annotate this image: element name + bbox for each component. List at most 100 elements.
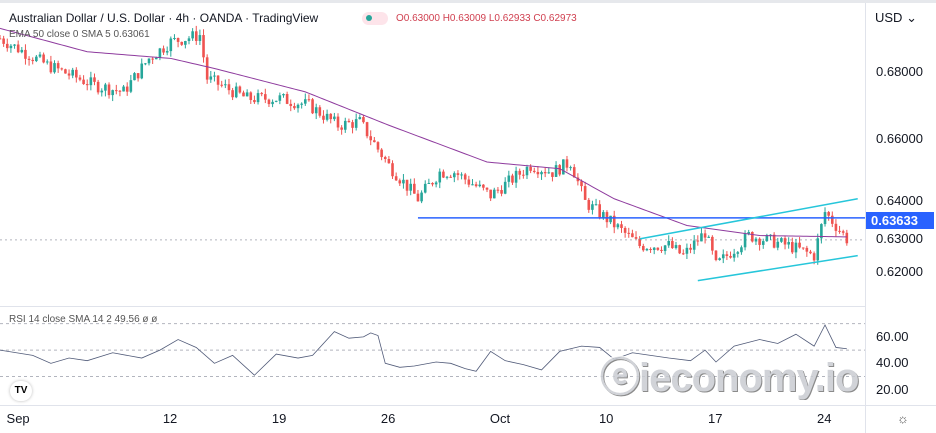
settings-gear-icon[interactable]: ☼ — [897, 411, 909, 426]
candle-body — [333, 116, 336, 120]
candle-body — [576, 177, 580, 182]
candle-body — [783, 238, 787, 245]
candle-body — [623, 227, 627, 233]
candle-body — [71, 69, 74, 76]
candle-body — [492, 189, 496, 199]
candle-body — [274, 100, 278, 102]
candle-body — [387, 159, 391, 164]
candle-body — [394, 176, 398, 181]
candle-body — [830, 215, 834, 224]
candle-body — [96, 81, 100, 93]
candle-body — [5, 43, 9, 49]
price-axis[interactable]: USD ⌄ — [865, 3, 936, 433]
candle-body — [583, 186, 587, 200]
candle-body — [293, 106, 296, 109]
candle-body — [740, 247, 743, 253]
candle-body — [692, 240, 696, 250]
tradingview-logo[interactable]: TV — [10, 381, 32, 401]
candle-body — [631, 233, 634, 238]
candle-body — [663, 245, 667, 251]
candle-body — [551, 172, 554, 177]
candle-body — [78, 77, 82, 80]
candle-body — [409, 183, 412, 191]
candle-body — [587, 199, 591, 210]
rsi-legend[interactable]: RSI 14 close SMA 14 2 49.56 ø ø — [9, 314, 158, 325]
rsi-tick-label: 40.00 — [876, 355, 909, 371]
candle-body — [191, 31, 194, 39]
candle-body — [591, 204, 594, 210]
time-tick-label: 12 — [162, 411, 178, 426]
candle-body — [474, 184, 478, 187]
candle-body — [780, 238, 783, 242]
candle-body — [547, 172, 551, 174]
candle-body — [256, 93, 260, 103]
chart-canvas[interactable] — [0, 3, 865, 433]
price-tick-label: 0.68000 — [876, 63, 923, 79]
candle-body — [369, 136, 373, 141]
candle-body — [834, 223, 838, 231]
candle-body — [158, 48, 162, 58]
candle-body — [242, 92, 245, 97]
ema-legend[interactable]: EMA 50 close 0 SMA 5 0.63061 — [9, 29, 150, 40]
candle-body — [184, 41, 187, 45]
candle-body — [13, 44, 16, 46]
candle-body — [49, 61, 53, 73]
candle-body — [260, 93, 263, 95]
candle-body — [554, 165, 558, 177]
candle-body — [45, 61, 49, 63]
candle-body — [402, 179, 405, 184]
candle-body — [285, 94, 289, 104]
candle-body — [125, 86, 129, 92]
candle-body — [318, 107, 322, 116]
candle-body — [569, 167, 572, 169]
candle-body — [660, 249, 663, 251]
candle-body — [652, 247, 656, 251]
candle-body — [413, 183, 416, 194]
candle-body — [678, 245, 681, 254]
candle-body — [442, 171, 445, 178]
candle-body — [522, 174, 525, 176]
candle-body — [711, 236, 714, 251]
candle-body — [303, 99, 307, 104]
channel-lower-line — [697, 254, 858, 282]
candle-body — [107, 84, 111, 96]
candle-body — [27, 58, 31, 60]
candle-body — [627, 232, 631, 234]
candle-body — [365, 122, 369, 137]
candle-body — [816, 238, 820, 261]
market-status-icon — [362, 12, 388, 25]
candle-body — [667, 241, 671, 246]
candle-body — [420, 192, 423, 202]
pane-divider[interactable] — [0, 306, 865, 307]
time-tick-label: 24 — [817, 411, 832, 426]
symbol-title[interactable]: Australian Dollar / U.S. Dollar · 4h · O… — [9, 11, 319, 25]
candle-body — [598, 204, 601, 218]
candle-body — [721, 254, 725, 259]
candle-body — [620, 224, 623, 228]
candle-body — [234, 86, 238, 98]
candle-body — [809, 251, 812, 254]
rsi-tick-label: 20.00 — [876, 381, 909, 397]
candle-body — [329, 113, 333, 120]
time-tick-label: 17 — [707, 411, 723, 426]
candle-body — [118, 90, 122, 92]
candle-body — [42, 54, 45, 63]
candle-body — [53, 63, 56, 73]
candle-body — [64, 69, 67, 74]
ohlc-values: O0.63000 H0.63009 L0.62933 C0.62973 — [396, 13, 577, 24]
candle-body — [140, 63, 144, 79]
candle-body — [100, 90, 104, 93]
candle-body — [696, 240, 700, 242]
currency-dropdown[interactable]: USD ⌄ — [875, 10, 917, 25]
candle-body — [565, 159, 569, 168]
candle-body — [165, 51, 169, 53]
candle-body — [758, 238, 761, 245]
candle-body — [732, 253, 736, 258]
candle-body — [529, 166, 532, 171]
candle-body — [322, 115, 325, 120]
candle-body — [169, 38, 173, 52]
candle-body — [445, 176, 449, 178]
candle-body — [827, 212, 830, 216]
candle-body — [558, 165, 562, 175]
candle-body — [129, 80, 133, 92]
